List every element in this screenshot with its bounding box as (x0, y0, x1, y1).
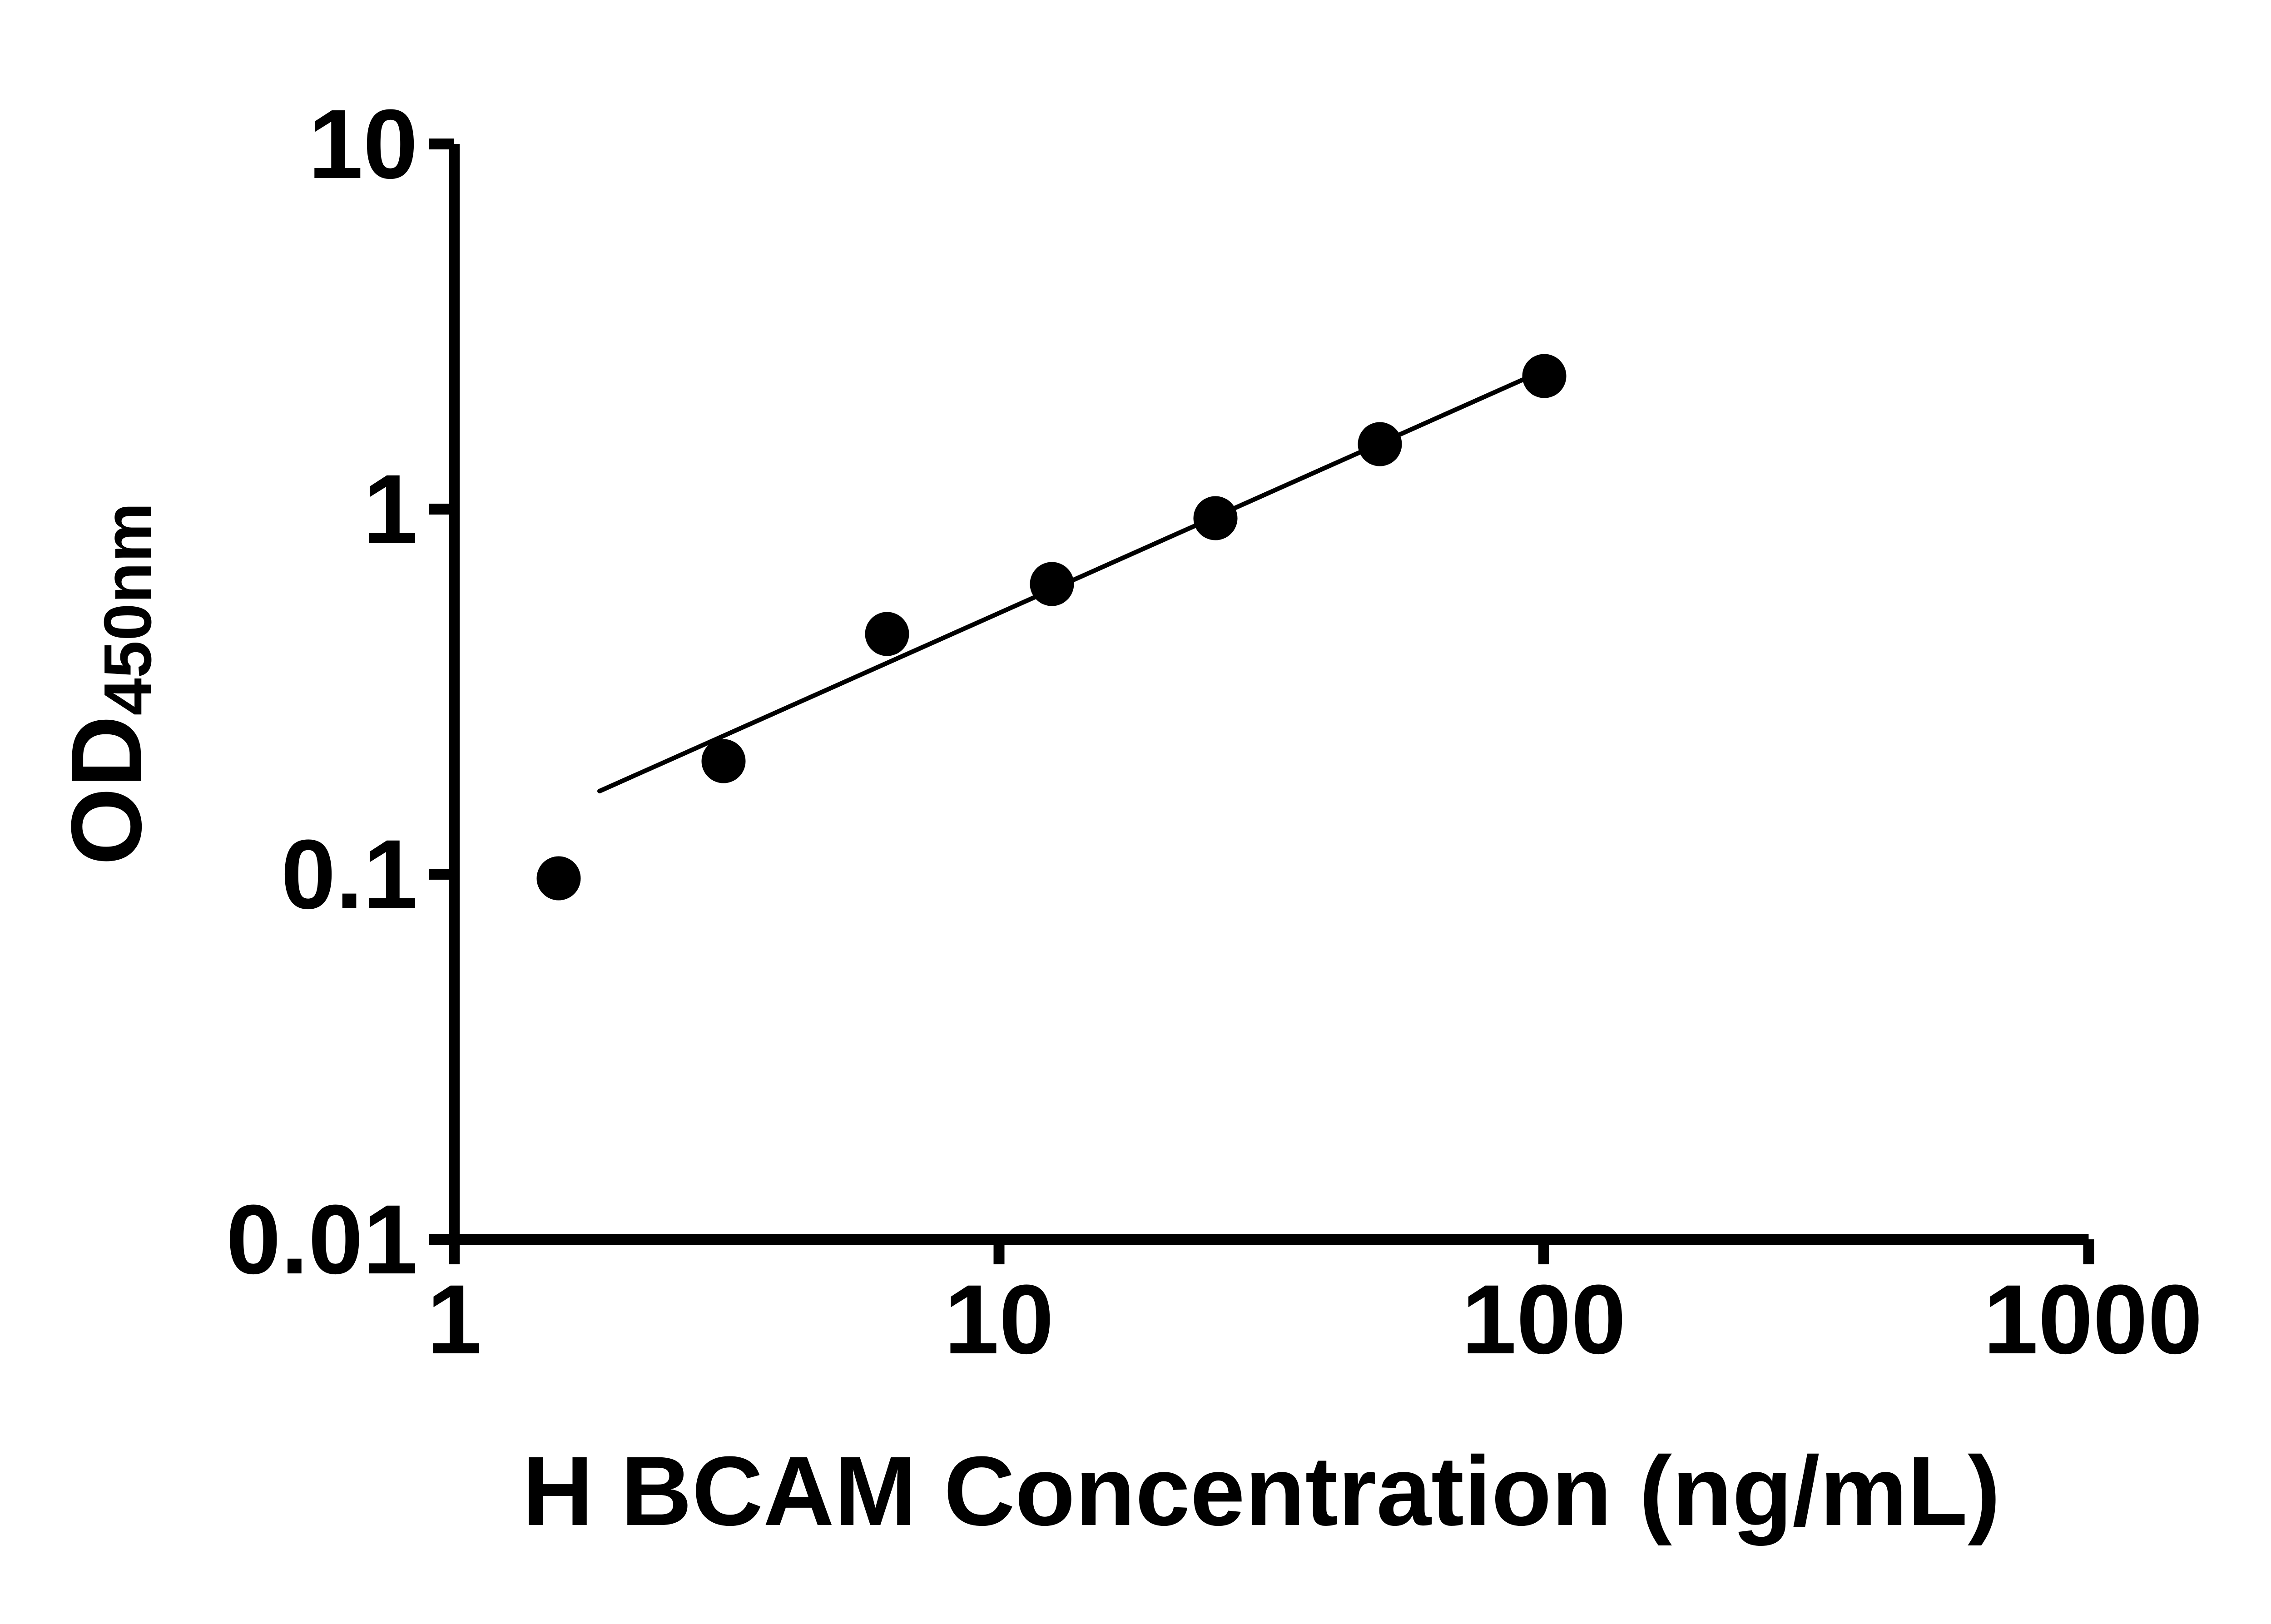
svg-text:0.01: 0.01 (226, 1184, 418, 1294)
svg-text:1: 1 (363, 454, 418, 564)
svg-text:H BCAM Concentration (ng/mL): H BCAM Concentration (ng/mL) (522, 1436, 2001, 1546)
svg-text:0.1: 0.1 (281, 819, 418, 929)
svg-text:1: 1 (427, 1264, 482, 1374)
svg-text:10: 10 (308, 89, 418, 199)
svg-text:100: 100 (1462, 1264, 1626, 1374)
svg-text:1000: 1000 (1983, 1264, 2203, 1374)
svg-text:10: 10 (944, 1264, 1054, 1374)
